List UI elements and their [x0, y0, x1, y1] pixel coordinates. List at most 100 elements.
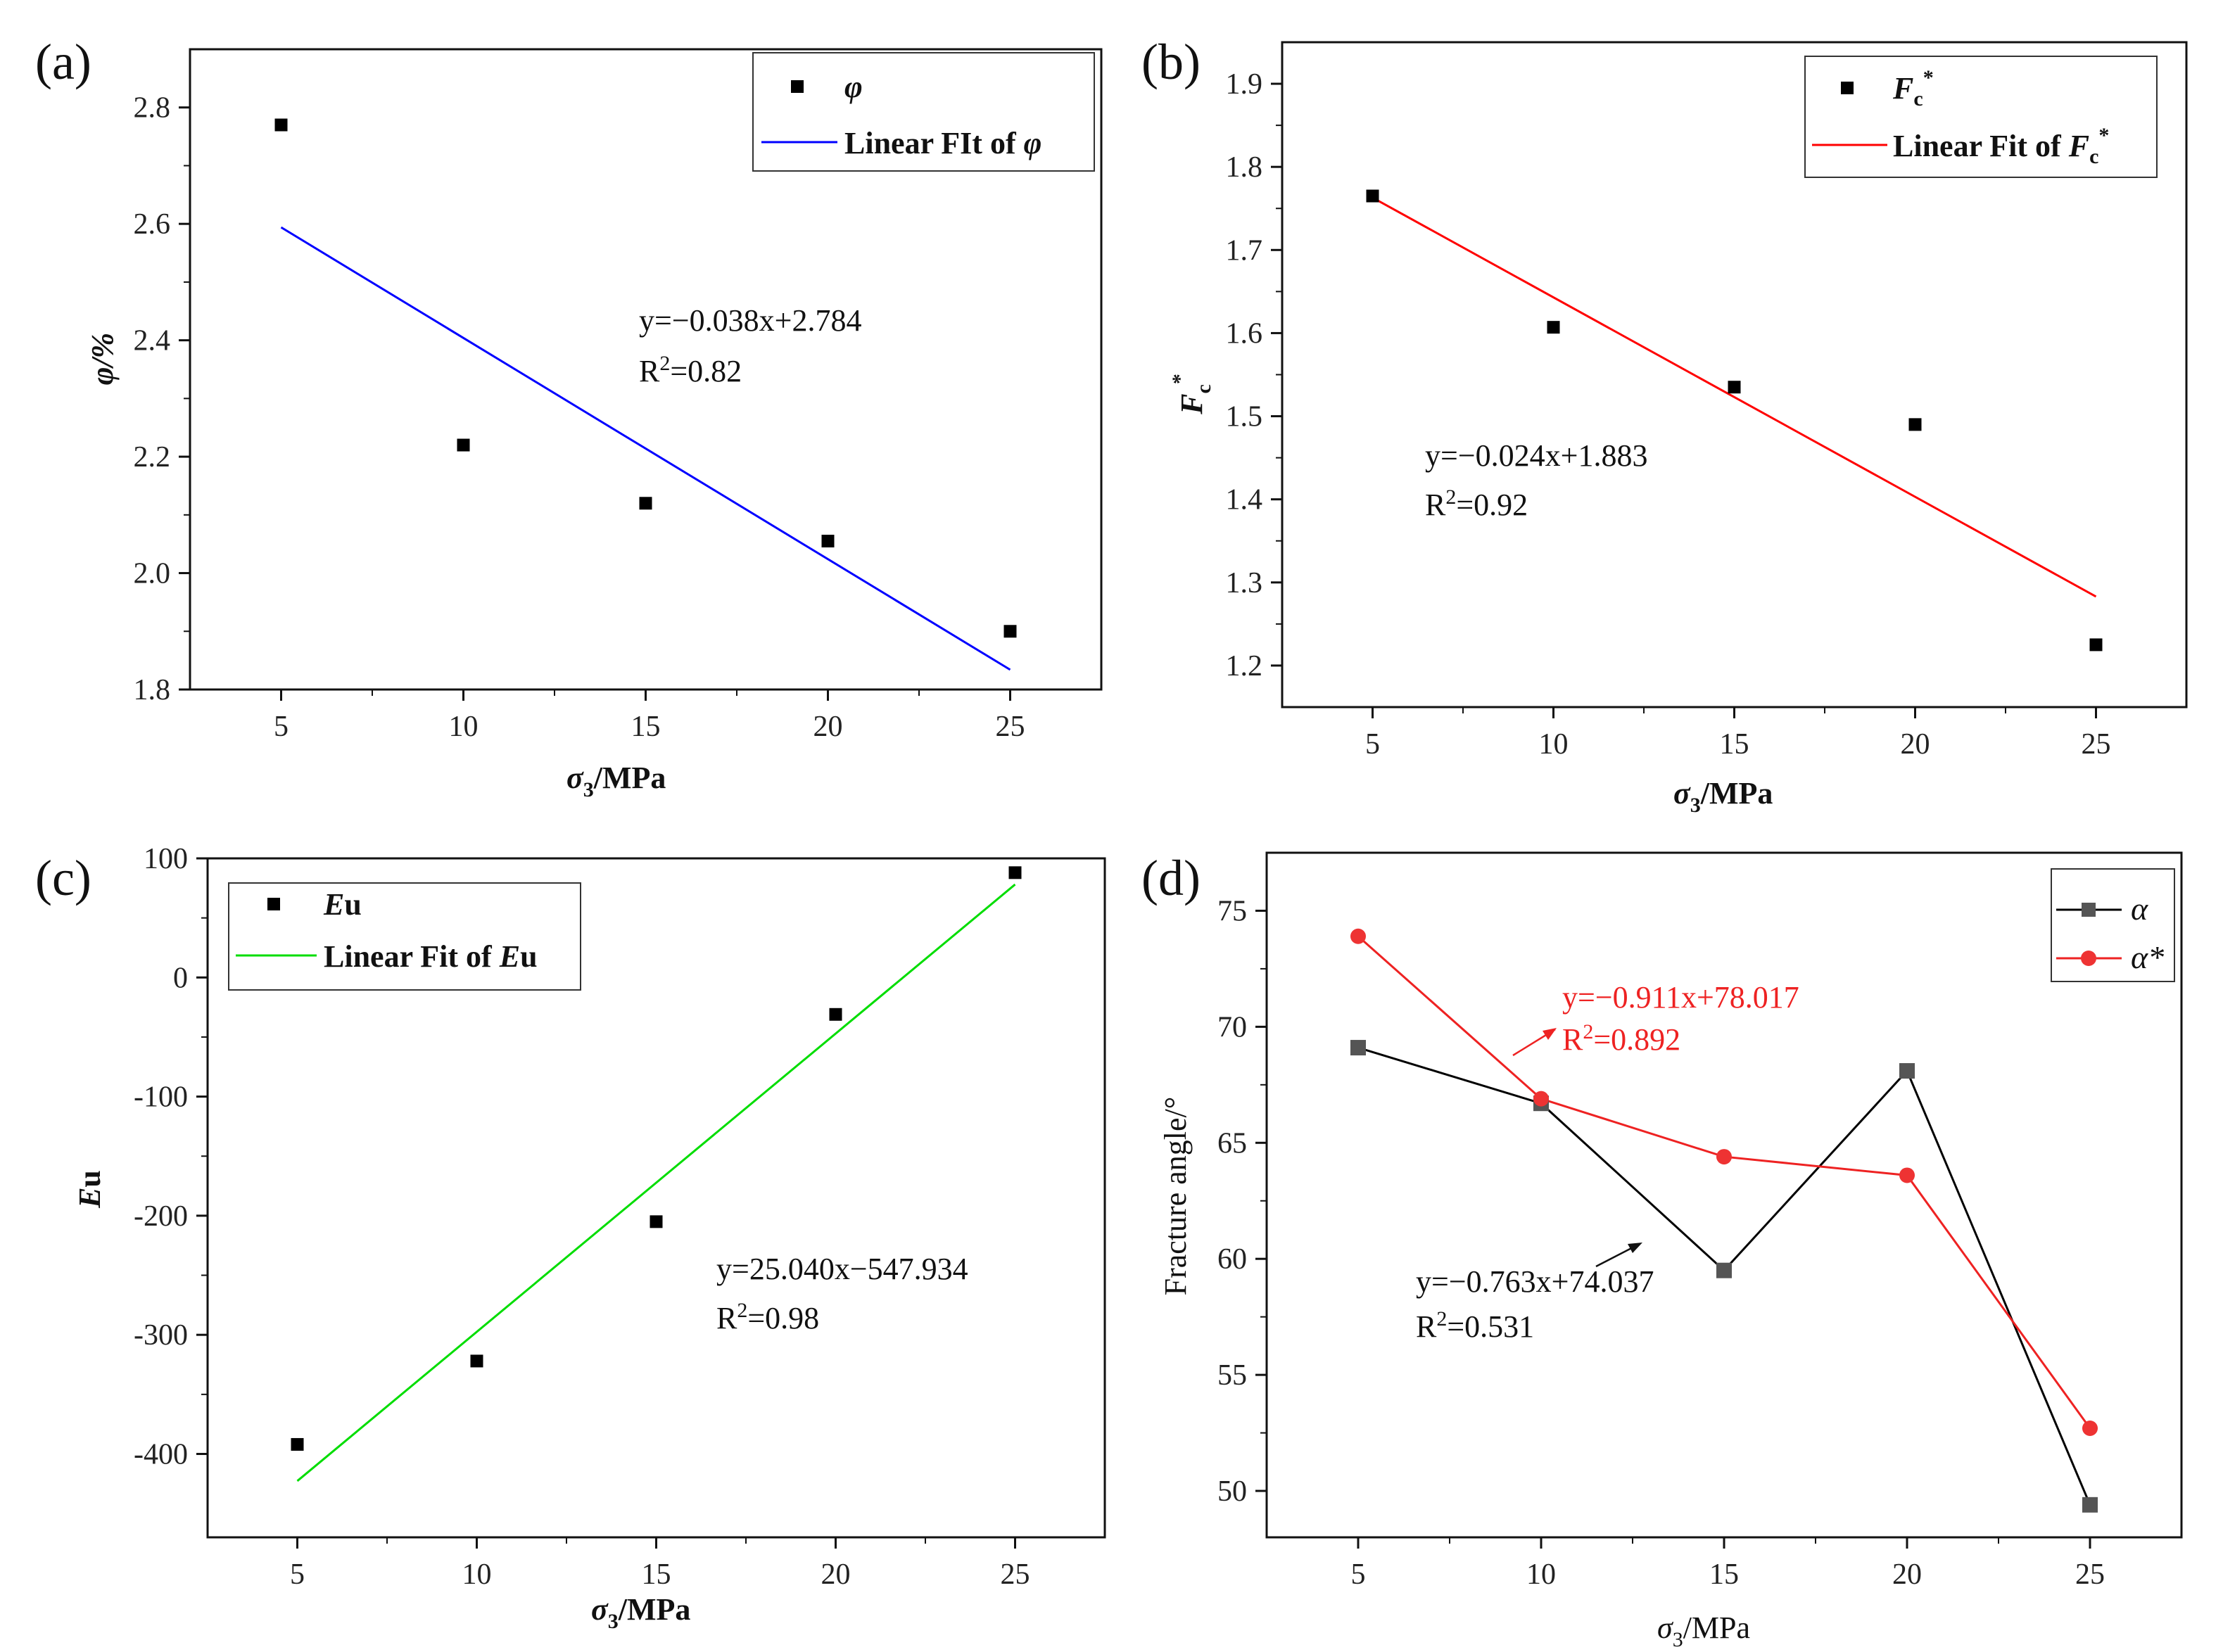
panel-b: (b) 5 10 15 20 25 1.2 1.3 1.4 1.5 1.6 1.7 1.8 1.9 σ3… [1141, 34, 2188, 817]
data-point-a-5 [274, 118, 288, 132]
y-tick-label-d-4: 70 [1217, 1011, 1247, 1043]
point-alpha-5 [1350, 1040, 1366, 1056]
equation-b: y=−0.024x+1.883 [1425, 438, 1647, 473]
y-tick-label-d-3: 65 [1217, 1127, 1247, 1159]
y-tick-label-a-1: 2.0 [134, 558, 171, 590]
linear-fit-line-b [1372, 196, 2097, 598]
point-alpha-star-10 [1533, 1091, 1549, 1107]
legend-b-fit-sub: c [2089, 145, 2098, 168]
x-axis-title-c-main: σ [591, 1592, 609, 1627]
data-points-c [291, 866, 1022, 1451]
y-tick-label-a-3: 2.4 [134, 325, 171, 357]
legend-d-alpha-label: α [2131, 891, 2148, 927]
point-alpha-star-20 [1899, 1167, 1915, 1183]
y-tick-label-d-1: 55 [1217, 1359, 1247, 1392]
y-axis-title-c: Eu [72, 1170, 107, 1209]
x-tick-label-d-20: 20 [1892, 1558, 1922, 1591]
x-axis-title-a-main: σ [566, 761, 584, 795]
y-tick-label-a-5: 2.8 [134, 92, 171, 125]
y-tick-label-b-1: 1.3 [1226, 567, 1263, 599]
legend-c-fit-prefix: Linear Fit of [324, 939, 500, 974]
r-squared-d-alpha-pre: R [1416, 1309, 1437, 1344]
data-point-b-10 [1547, 321, 1560, 334]
legend-b-series-sub: c [1913, 87, 1923, 110]
legend-a-fit-prefix: Linear FIt of [844, 126, 1024, 160]
y-tick-label-b-4: 1.6 [1226, 317, 1263, 350]
x-tick-label-b-15: 15 [1720, 728, 1749, 761]
r-squared-b-pre: R [1425, 488, 1446, 522]
equation-d-alpha-star: y=−0.911x+78.017 [1562, 980, 1799, 1015]
legend-a-fit-symbol: φ [1024, 126, 1042, 160]
y-tick-label-b-2: 1.4 [1226, 484, 1263, 516]
point-alpha-20 [1899, 1063, 1915, 1079]
legend-a-marker [791, 80, 804, 93]
legend-c-marker [267, 898, 280, 910]
legend-b-fit-prefix: Linear Fit of [1893, 129, 2069, 163]
data-point-a-20 [821, 535, 835, 548]
legend-d-alpha-star-label: α* [2131, 939, 2164, 975]
x-axis-title-b: σ3/MPa [1673, 776, 1773, 817]
x-axis-title-a-sub: 3 [583, 778, 594, 801]
r-squared-b: R2=0.92 [1425, 485, 1528, 522]
panel-a: (a) 5 10 15 20 25 1.8 2.0 2.2 2.4 2.6 2.8 σ3/MPa φ… [35, 34, 1103, 801]
x-tick-label-d-25: 25 [2075, 1558, 2105, 1591]
legend-b-fit-label: Linear Fit of Fc* [1893, 124, 2109, 168]
y-axis-title-b: Fc* [1168, 374, 1215, 415]
y-axis-title-c-rest: u [72, 1170, 107, 1187]
y-tick-label-b-3: 1.5 [1226, 401, 1263, 433]
legend-c [228, 882, 581, 991]
panel-c-label: (c) [35, 850, 91, 906]
legend-b-marker [1841, 82, 1854, 94]
x-tick-label-b-10: 10 [1539, 728, 1569, 761]
x-tick-label-a-25: 25 [996, 711, 1025, 743]
point-alpha-star-25 [2082, 1420, 2098, 1436]
data-point-c-25 [1008, 866, 1022, 879]
x-tick-label-b-5: 5 [1365, 728, 1380, 761]
legend-b [1804, 56, 2158, 178]
data-point-c-10 [470, 1354, 483, 1368]
legend-c-series: Eu [323, 887, 362, 922]
y-tick-label-b-5: 1.7 [1226, 234, 1263, 267]
legend-a-series: φ [844, 70, 863, 104]
y-tick-label-d-5: 75 [1217, 895, 1247, 927]
data-point-b-15 [1728, 381, 1741, 394]
annotation-arrowhead-alpha [1628, 1243, 1642, 1253]
r-squared-c-sup: 2 [737, 1299, 747, 1322]
legend-d-alpha-star-marker [2081, 951, 2096, 966]
legend-c-fit-it: E [499, 939, 520, 974]
r-squared-a-sup: 2 [659, 352, 670, 375]
panel-d-label: (d) [1141, 850, 1201, 906]
x-tick-label-d-10: 10 [1526, 1558, 1556, 1591]
y-axis-title-d: Fracture angle/° [1158, 1097, 1193, 1296]
panel-d: (d) 5 10 15 20 25 50 55 60 65 70 75 σ3/MPa Fractur… [1141, 850, 2183, 1651]
x-tick-label-a-20: 20 [813, 711, 843, 743]
x-axis-title-d-sub: 3 [1673, 1628, 1683, 1651]
r-squared-d-alpha: R2=0.531 [1416, 1307, 1534, 1344]
legend-c-fit-rest: u [520, 939, 537, 974]
data-series-d [1350, 928, 2098, 1513]
x-tick-label-a-10: 10 [449, 711, 479, 743]
x-axis-title-a-rest: /MPa [593, 761, 666, 795]
r-squared-d-alpha-star-pre: R [1562, 1022, 1583, 1057]
point-alpha-15 [1716, 1262, 1732, 1278]
x-tick-label-c-5: 5 [290, 1558, 305, 1591]
data-points-a [274, 118, 1017, 638]
x-tick-label-b-20: 20 [1901, 728, 1930, 761]
x-tick-label-b-25: 25 [2082, 728, 2111, 761]
legend-a [752, 52, 1095, 172]
x-axis-title-b-main: σ [1673, 776, 1691, 811]
r-squared-c-pre: R [716, 1301, 737, 1335]
legend-b-series-sup: * [1923, 66, 1934, 89]
data-point-c-15 [650, 1215, 663, 1228]
y-axis-title-b-sub: c [1192, 384, 1215, 393]
x-axis-title-a: σ3/MPa [566, 761, 666, 801]
axis-ticks-b: 5 10 15 20 25 1.2 1.3 1.4 1.5 1.6 1.7 1.8 1.9 [1226, 68, 2111, 761]
axis-ticks-a: 5 10 15 20 25 1.8 2.0 2.2 2.4 2.6 2.8 [134, 92, 1025, 743]
annotation-arrowhead-alpha-star [1543, 1028, 1557, 1040]
r-squared-a-pre: R [639, 354, 660, 388]
r-squared-c-post: =0.98 [747, 1301, 819, 1335]
r-squared-b-post: =0.92 [1456, 488, 1528, 522]
panel-a-label: (a) [35, 34, 91, 90]
legend-a-fit-label: Linear FIt of φ [844, 126, 1041, 160]
x-axis-title-d-rest: /MPa [1683, 1610, 1750, 1645]
